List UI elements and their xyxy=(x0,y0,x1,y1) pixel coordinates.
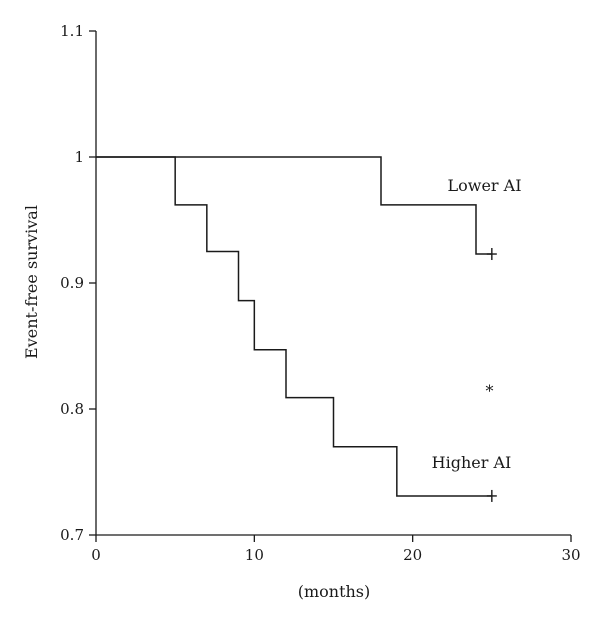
axes: 0.7 0.8 0.9 1 1.1 0 10 20 30 xyxy=(60,22,580,564)
x-axis-label: (months) xyxy=(298,582,371,601)
y-tick-label: 0.7 xyxy=(60,526,84,544)
annotation-label: Lower AI xyxy=(448,176,522,195)
y-axis-label: Event-free survival xyxy=(22,205,41,359)
x-tick-label: 30 xyxy=(561,546,580,564)
x-tick-label: 0 xyxy=(91,546,101,564)
series-layer xyxy=(96,156,497,502)
x-tick-label: 10 xyxy=(245,546,264,564)
x-tick-label: 20 xyxy=(403,546,422,564)
annotations: Lower AI Higher AI * xyxy=(432,176,522,472)
y-tick-label: 1 xyxy=(74,148,84,166)
y-tick-label: 0.8 xyxy=(60,400,84,418)
series-line-higher-ai xyxy=(96,156,492,497)
series-line-lower-ai xyxy=(96,156,492,255)
y-tick-label: 0.9 xyxy=(60,274,84,292)
annotation-label: * xyxy=(486,381,494,400)
y-tick-label: 1.1 xyxy=(60,22,84,40)
annotation-label: Higher AI xyxy=(432,453,512,472)
